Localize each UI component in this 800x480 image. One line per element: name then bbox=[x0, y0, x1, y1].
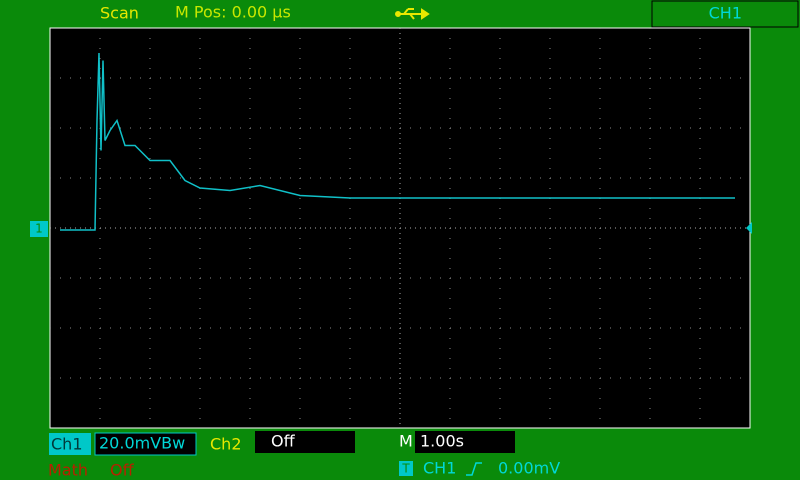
channel-marker-box bbox=[30, 221, 48, 237]
ch1-label-box bbox=[49, 433, 91, 455]
math-state: Off bbox=[110, 461, 135, 480]
channel-marker: 1 bbox=[35, 222, 43, 236]
trigger-slope bbox=[466, 462, 482, 476]
waveform bbox=[60, 52, 735, 231]
grid bbox=[50, 28, 750, 428]
trigger-level-marker bbox=[746, 222, 752, 234]
ch2-state-box bbox=[255, 431, 355, 453]
ch2-state: Off bbox=[271, 432, 296, 451]
timebase-label: M bbox=[399, 432, 413, 451]
position: M Pos: 0.00 µs bbox=[175, 3, 291, 22]
trigger-level: 0.00mV bbox=[498, 459, 560, 478]
math-label: Math bbox=[48, 461, 88, 480]
ch1-label: Ch1 bbox=[51, 435, 83, 454]
trigger-marker: T bbox=[401, 462, 410, 476]
channel: CH1 bbox=[709, 4, 742, 23]
channel-box bbox=[651, 0, 799, 28]
usb-icon bbox=[395, 8, 430, 20]
timebase-box bbox=[415, 431, 515, 453]
ch1-scale: 20.0mVBw bbox=[99, 434, 185, 453]
timebase: 1.00s bbox=[420, 432, 464, 451]
ch2-label: Ch2 bbox=[210, 435, 242, 454]
trigger-source: CH1 bbox=[423, 459, 456, 478]
trigger-marker-box bbox=[399, 461, 413, 476]
mode: Scan bbox=[100, 4, 139, 23]
ch1-scale-box bbox=[94, 432, 197, 456]
